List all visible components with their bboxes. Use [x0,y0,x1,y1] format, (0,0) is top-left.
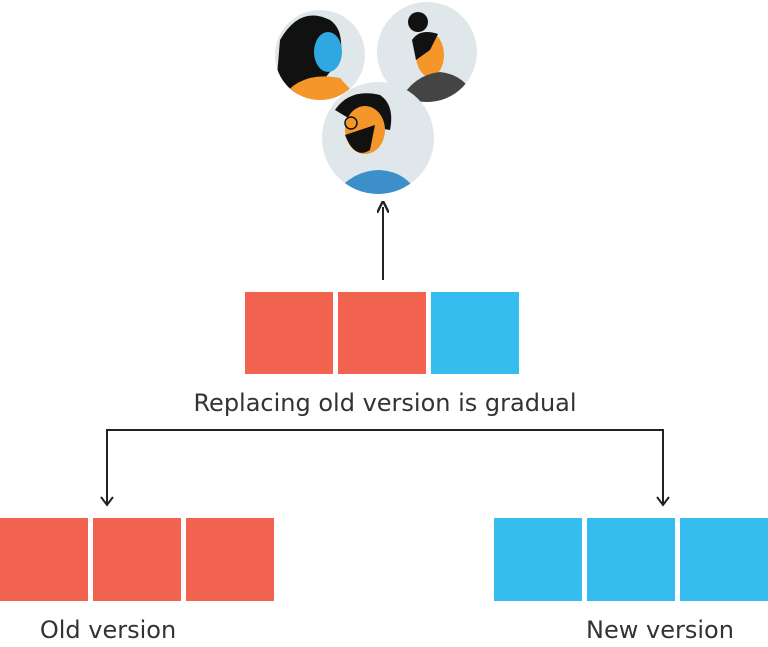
new-blocks [494,518,768,601]
arrowheads [100,496,670,507]
split-connector [106,429,664,505]
old-blocks [0,518,274,601]
new-label: New version [586,616,734,644]
middle-label: Replacing old version is gradual [193,389,576,417]
mixed-blocks [245,292,519,374]
users-illustration [275,2,477,194]
old-label: Old version [40,616,176,644]
